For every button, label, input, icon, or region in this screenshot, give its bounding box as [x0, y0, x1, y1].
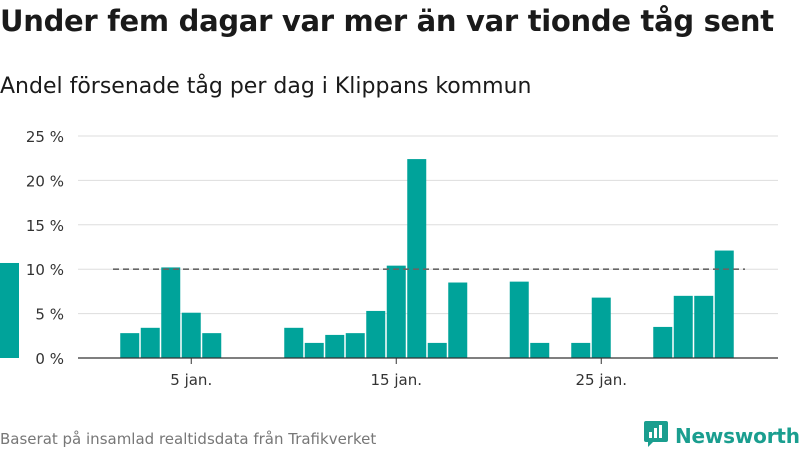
newsworthy-logo-icon — [643, 420, 669, 452]
bar — [694, 295, 714, 358]
bar — [161, 267, 181, 358]
bar — [427, 342, 447, 358]
source-note: Baserat på insamlad realtidsdata från Tr… — [0, 430, 377, 448]
bar — [304, 342, 324, 358]
y-tick-label: 20 % — [26, 172, 64, 190]
bar — [673, 295, 693, 358]
x-tick-label: 5 jan. — [170, 371, 212, 389]
y-tick-label: 0 % — [35, 350, 64, 368]
brand-logo[interactable]: Newsworthy — [643, 420, 800, 452]
bar — [181, 312, 201, 358]
bar — [591, 297, 611, 358]
bar — [386, 265, 406, 358]
bar — [714, 250, 734, 358]
bars — [0, 159, 734, 358]
gridlines — [78, 135, 778, 315]
x-tick-label: 25 jan. — [576, 371, 628, 389]
x-tick-label: 15 jan. — [371, 371, 423, 389]
y-tick-label: 10 % — [26, 261, 64, 279]
bar — [284, 327, 304, 358]
y-tick-label: 5 % — [35, 306, 64, 324]
y-tick-label: 25 % — [26, 128, 64, 146]
bar — [202, 333, 222, 358]
chart-title: Under fem dagar var mer än var tionde tå… — [0, 4, 774, 38]
bar — [366, 310, 386, 358]
bar — [140, 327, 160, 358]
bar — [571, 342, 591, 358]
bar — [448, 282, 468, 358]
bar — [0, 262, 19, 358]
bar — [653, 326, 673, 358]
brand-name: Newsworthy — [675, 424, 800, 448]
bar — [325, 334, 345, 358]
bar — [120, 333, 140, 358]
bar — [530, 342, 550, 358]
bar — [345, 333, 365, 358]
bar — [509, 281, 529, 358]
y-tick-label: 15 % — [26, 217, 64, 235]
chart-subtitle: Andel försenade tåg per dag i Klippans k… — [0, 74, 532, 99]
bar — [407, 159, 427, 358]
axes: 0 % 5 % 10 % 15 % 20 % 25 % 5 jan. 15 jan. 25 ja… — [26, 128, 778, 389]
